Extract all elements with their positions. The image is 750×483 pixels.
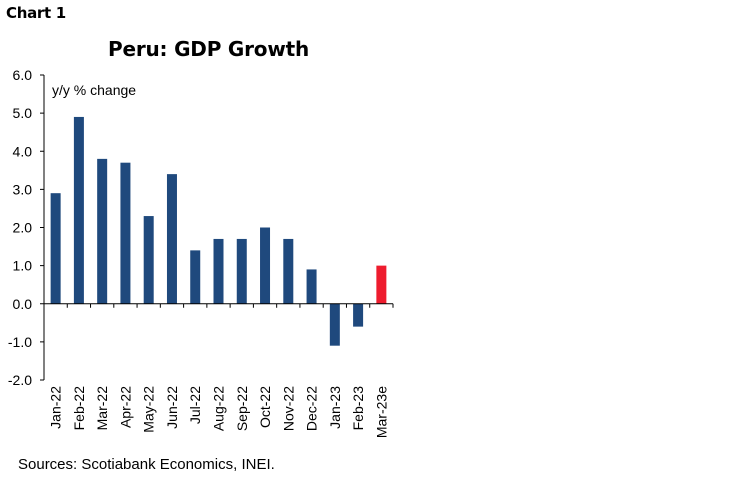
x-tick-label: Aug-22 [211,386,227,431]
y-tick-label: 5.0 [13,105,33,121]
bars [50,116,387,346]
y-tick-label: 4.0 [13,143,33,159]
y-tick-label: -1.0 [8,334,32,350]
x-tick-label: Apr-22 [117,386,133,428]
bar-dec-22 [306,269,317,304]
x-tick-label: Feb-22 [71,386,87,431]
bar-jun-22 [166,174,177,304]
x-tick-label: Sep-22 [234,386,250,431]
y-tick-label: 6.0 [13,67,33,83]
chart-title: Peru: GDP Growth [108,37,310,61]
bar-mar-23e [376,265,387,304]
bar-jul-22 [190,250,201,304]
x-axis-labels: Jan-22 Feb-22 Mar-22 Apr-22 May-22 Jun-22 Jul-… [48,386,390,438]
x-tick-label: Feb-23 [350,386,366,431]
bar-sep-22 [236,238,247,304]
x-tick-label: Nov-22 [280,386,296,431]
bar-may-22 [143,216,154,304]
bar-feb-23 [353,303,364,327]
x-tick-label: Mar-23e [373,386,389,438]
x-tick-label: Mar-22 [94,386,110,431]
bar-jan-22 [50,193,61,304]
source-note: Sources: Scotiabank Economics, INEI. [18,456,275,473]
bar-oct-22 [260,227,271,304]
x-tick-label: Jan-23 [327,386,343,429]
y-axis-ticks: 6.0 5.0 4.0 3.0 2.0 1.0 0.0 -1.0 -2.0 [8,67,44,388]
x-tick-label: Oct-22 [257,386,273,428]
y-tick-label: -2.0 [8,372,32,388]
y-tick-label: 1.0 [13,258,33,274]
bar-mar-22 [97,158,108,304]
bar-nov-22 [283,238,294,304]
chart-number-label: Chart 1 [6,4,66,22]
bar-feb-22 [73,116,84,304]
x-tick-label: Jun-22 [164,386,180,429]
bar-jan-23 [329,303,340,346]
x-tick-label: Jan-22 [48,386,64,429]
y-tick-label: 3.0 [13,181,33,197]
bar-aug-22 [213,238,224,304]
x-tick-label: Jul-22 [187,386,203,424]
y-axis-label: y/y % change [52,82,136,98]
x-tick-label: Dec-22 [304,386,320,431]
x-axis-ticks [43,303,394,308]
y-tick-label: 0.0 [13,296,33,312]
bar-apr-22 [120,162,131,304]
y-tick-label: 2.0 [13,220,33,236]
x-tick-label: May-22 [141,386,157,433]
